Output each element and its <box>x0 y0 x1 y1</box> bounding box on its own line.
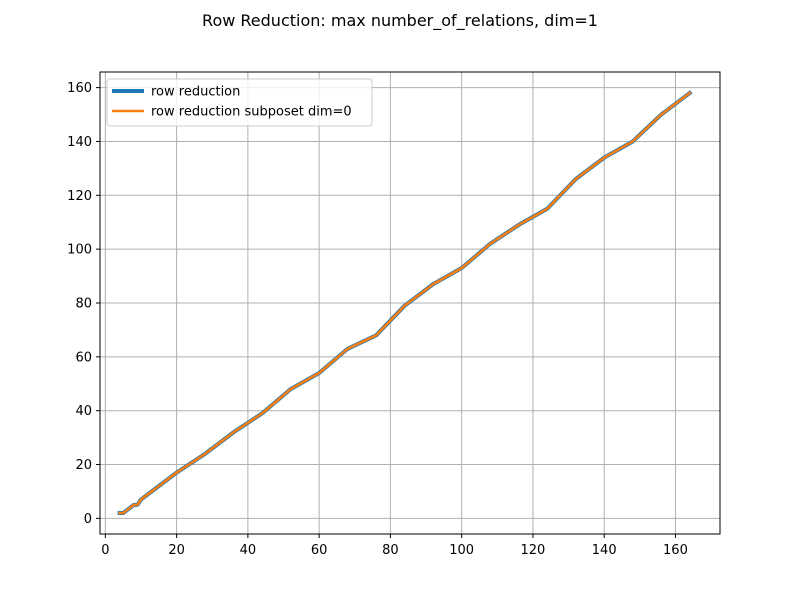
y-tick-label: 140 <box>67 135 92 150</box>
series-line-row-reduction-subposet <box>118 91 692 515</box>
x-tick-label: 160 <box>663 543 688 558</box>
y-tick-label: 100 <box>67 243 92 258</box>
axis-ticks: 0 20 40 60 80 100 120 140 160 0 20 40 60 80 100 120 140 1… <box>67 81 688 558</box>
y-tick-label: 40 <box>75 404 92 419</box>
y-tick-label: 20 <box>75 458 92 473</box>
y-tick-label: 120 <box>67 189 92 204</box>
legend-box <box>106 78 373 127</box>
legend: row reduction row reduction subposet dim… <box>106 78 373 127</box>
x-tick-label: 60 <box>311 543 328 558</box>
legend-label-row-reduction: row reduction <box>151 85 240 100</box>
x-tick-label: 20 <box>168 543 185 558</box>
x-tick-label: 140 <box>592 543 617 558</box>
x-tick-label: 120 <box>521 543 546 558</box>
y-tick-label: 80 <box>75 297 92 312</box>
y-tick-label: 160 <box>67 81 92 96</box>
x-tick-label: 80 <box>382 543 399 558</box>
chart-title: Row Reduction: max number_of_relations, … <box>202 11 598 31</box>
series-layer <box>117 90 693 515</box>
y-tick-label: 60 <box>75 350 92 365</box>
y-tick-label: 0 <box>84 512 92 527</box>
x-tick-label: 0 <box>101 543 109 558</box>
legend-label-row-reduction-subposet: row reduction subposet dim=0 <box>151 105 352 120</box>
x-tick-label: 40 <box>240 543 257 558</box>
x-tick-label: 100 <box>449 543 474 558</box>
